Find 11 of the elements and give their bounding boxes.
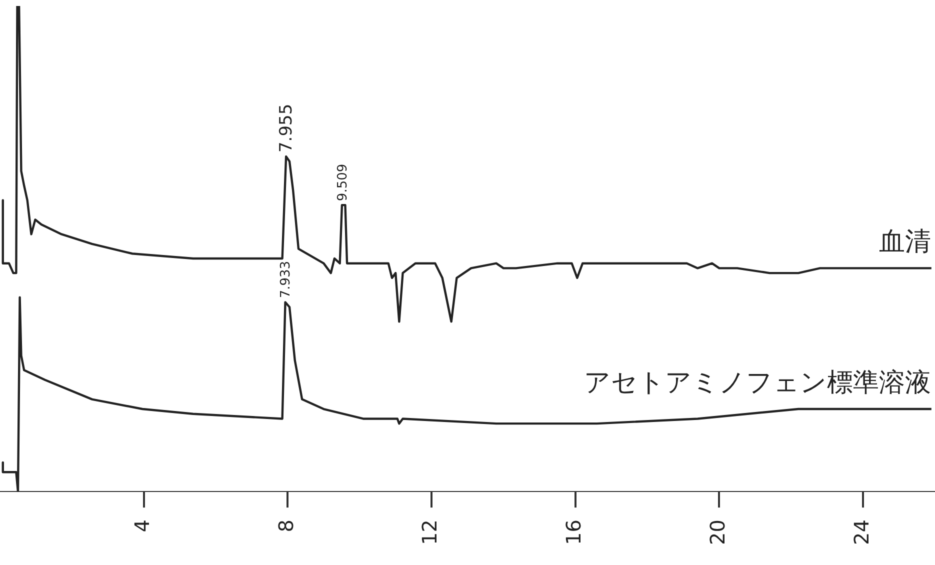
series-label: アセトアミノフェン標準溶液	[584, 368, 931, 398]
annotation: 7.955	[276, 104, 296, 153]
annotation: 7.933	[278, 260, 294, 298]
x-tick-label: 4	[130, 520, 154, 532]
annotation: 9.509	[335, 164, 350, 202]
x-tick-label: 16	[562, 520, 586, 546]
x-tick-label: 24	[849, 520, 874, 546]
x-tick-label: 20	[705, 520, 730, 546]
x-tick-label: 8	[274, 520, 298, 532]
series-label: 血清	[879, 226, 931, 257]
x-tick-label: 12	[418, 520, 442, 546]
